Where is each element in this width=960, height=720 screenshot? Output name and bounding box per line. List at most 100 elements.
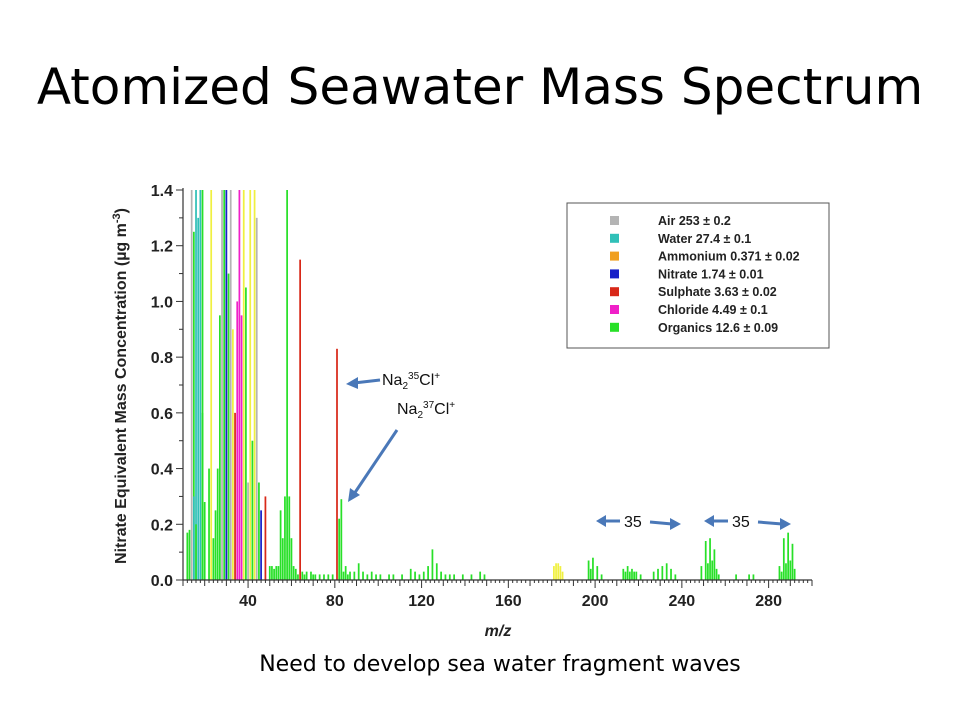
y-axis-label-close: ): [113, 208, 130, 213]
bar-mz-139-91: [461, 574, 464, 580]
bar-mz-184-98: [559, 566, 562, 580]
annotation-na2-35cl: Na235Cl+: [346, 371, 440, 392]
arrow-to-m81: [353, 378, 381, 385]
y-axis-label-sup: -3: [111, 213, 123, 223]
bar-mz-31-21: [227, 273, 230, 580]
legend-label-3: Nitrate 1.74 ± 0.01: [658, 267, 764, 281]
bar-mz-198-101: [589, 568, 592, 580]
x-axis-label: m/z: [485, 623, 512, 640]
annotation-na2-35cl-sub: 2: [402, 381, 408, 392]
bar-mz-84-66: [342, 571, 345, 580]
bar-mz-13-1: [188, 529, 191, 580]
bar-mz-64-52: [299, 259, 301, 580]
bar-mz-65-53: [301, 571, 304, 580]
x-tick-label-240: 240: [669, 593, 696, 610]
bar-mz-125-85: [431, 549, 434, 580]
bar-mz-197-100: [587, 560, 590, 580]
arrow-right-1-shaft: [649, 520, 673, 526]
bar-mz-99-75: [375, 574, 377, 580]
bar-mz-213-105: [622, 568, 625, 580]
bar-mz-111-79: [401, 574, 403, 580]
bar-mz-38-28: [242, 190, 245, 580]
ticks-layer: 40 80 120 160 200 240 280 0.0 0.2 0.4 0.6 0.8 1.0 1.2…: [151, 183, 813, 610]
legend-label-0: Air 253 ± 0.2: [658, 214, 731, 228]
bar-mz-41-31: [249, 190, 252, 580]
svg-text:Na235Cl+: Na235Cl+: [382, 371, 440, 392]
bar-mz-291-136: [791, 543, 794, 580]
slide-title: Atomized Seawater Mass Spectrum: [36, 58, 924, 116]
bar-mz-265-127: [735, 574, 737, 580]
bar-mz-253-122: [709, 538, 711, 580]
legend-swatch-3: [610, 269, 619, 279]
bar-mz-256-125: [715, 568, 718, 580]
bar-mz-63-51: [297, 574, 299, 580]
bar-mz-54-42: [277, 566, 280, 580]
bar-mz-289-134: [787, 532, 790, 580]
bar-mz-219-111: [635, 571, 638, 580]
y-axis-label-main: Nitrate Equivalent Mass Concentration (µ…: [113, 223, 130, 564]
bar-mz-15-3: [192, 231, 195, 581]
bar-mz-93-72: [362, 571, 364, 580]
bar-mz-27-17: [219, 315, 221, 580]
bar-mz-285-130: [778, 566, 781, 580]
svg-text:Na237Cl+: Na237Cl+: [397, 400, 455, 421]
bar-mz-15-4: [192, 496, 195, 580]
annotation-na2-35cl-base: Na: [382, 372, 403, 389]
bar-mz-69-56: [310, 571, 312, 580]
y-tick-label-4: 0.8: [151, 350, 173, 367]
bar-mz-58-46: [286, 190, 288, 580]
x-tick-label-160: 160: [495, 593, 522, 610]
x-tick-label-280: 280: [755, 593, 782, 610]
bar-mz-77-61: [327, 574, 330, 580]
bar-mz-135-90: [453, 574, 455, 580]
bar-mz-34-24: [234, 412, 236, 580]
bar-mz-273-129: [752, 574, 755, 580]
bar-mz-12-0: [186, 532, 189, 580]
bar-mz-32-22: [229, 190, 232, 580]
bar-mz-199-102: [592, 557, 594, 580]
bar-mz-257-126: [717, 574, 720, 580]
bar-mz-18-8: [199, 190, 202, 580]
bar-mz-70-57: [312, 574, 315, 580]
bar-mz-201-103: [596, 566, 599, 580]
bar-mz-185-99: [561, 571, 564, 580]
bar-mz-16-6: [195, 524, 197, 580]
bar-mz-51-39: [271, 566, 273, 580]
bar-mz-216-108: [628, 571, 631, 580]
y-tick-label-7: 1.4: [151, 183, 173, 200]
annotation-35-right-text: 35: [732, 514, 750, 531]
arrow-right-1-head: [670, 518, 681, 530]
bar-mz-119-82: [418, 574, 421, 580]
bar-mz-182-96: [555, 563, 557, 580]
bar-mz-233-116: [665, 563, 668, 580]
bar-mz-218-110: [633, 571, 636, 580]
bar-mz-183-97: [557, 563, 560, 580]
bar-mz-56-44: [281, 538, 284, 580]
bar-mz-62-50: [294, 568, 297, 580]
bar-mz-44-34: [255, 217, 258, 581]
legend: Air 253 ± 0.2 Water 27.4 ± 0.1 Ammonium 0.…: [566, 202, 830, 349]
bar-mz-97-74: [370, 571, 373, 580]
bar-mz-227-113: [652, 571, 655, 580]
bar-mz-36-26: [238, 190, 241, 580]
y-tick-label-5: 1.0: [151, 294, 173, 311]
bar-mz-61-49: [292, 566, 295, 580]
bar-mz-30-20: [225, 190, 228, 580]
bar-mz-229-114: [657, 568, 659, 580]
bar-mz-26-16: [216, 468, 219, 580]
arrow-right-2-head: [780, 518, 791, 530]
bar-mz-71-58: [314, 574, 317, 580]
bar-mz-121-83: [422, 571, 425, 580]
bar-mz-127-86: [435, 563, 438, 580]
x-tick-label-40: 40: [239, 593, 257, 610]
bar-mz-217-109: [631, 568, 633, 580]
annotation-na2-37cl-sub: 2: [417, 410, 423, 421]
bar-mz-29-19: [223, 190, 226, 580]
bar-mz-73-59: [318, 574, 321, 580]
x-tick-label-120: 120: [408, 593, 435, 610]
bar-mz-60-48: [290, 538, 293, 580]
bar-mz-50-38: [268, 566, 271, 580]
bar-mz-252-121: [707, 563, 709, 580]
bar-mz-16-5: [195, 190, 197, 580]
bar-mz-83-65: [340, 499, 343, 580]
